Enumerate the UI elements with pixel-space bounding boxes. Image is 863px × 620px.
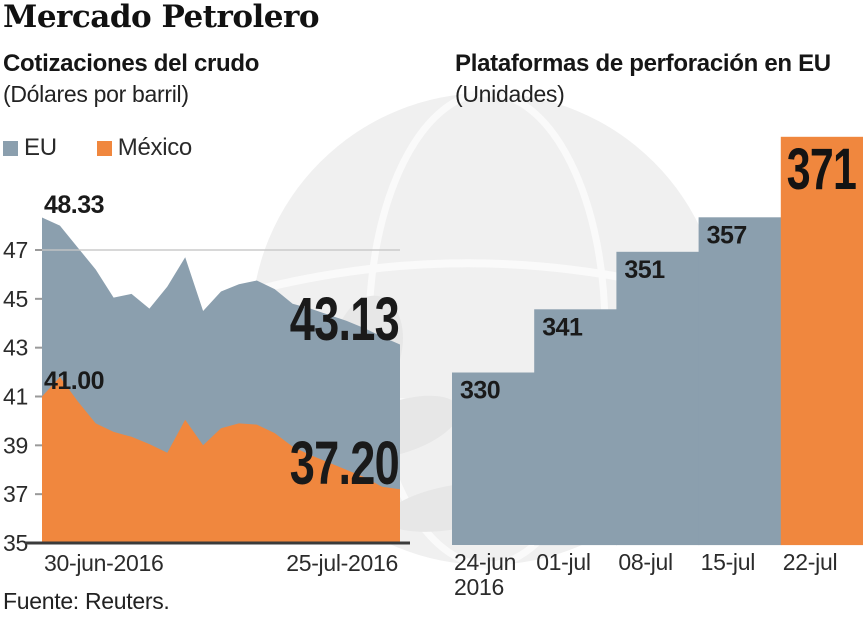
svg-text:41: 41 [3,383,28,409]
legend-label-eu: EU [24,134,57,161]
svg-text:08-jul: 08-jul [618,549,672,575]
mexico-color-swatch-icon [96,140,112,156]
svg-text:43.13: 43.13 [290,285,399,353]
legend-item-mexico: México [96,134,193,162]
svg-text:25-jul-2016: 25-jul-2016 [286,550,398,576]
rig-count-bar-chart: 330 341 351 357 371 24-jun 2016 01-jul 08-jul 15-… [452,136,863,600]
page-title: Mercado Petrolero [3,0,320,35]
svg-text:37.20: 37.20 [290,429,399,497]
legend: EU México [3,134,192,162]
svg-text:01-jul: 01-jul [536,549,590,575]
left-chart-title: Cotizaciones del crudo [3,50,260,77]
legend-label-mexico: México [117,134,193,161]
left-chart-header: Cotizaciones del crudo (Dólares por barr… [3,50,259,108]
right-chart-subtitle: (Unidades) [455,81,565,107]
eu-color-swatch-icon [3,140,18,156]
right-chart-title: Plataformas de perforación en EU [455,50,831,77]
svg-text:341: 341 [542,313,583,341]
crude-price-area-chart: 35 37 39 41 43 45 47 30-jun-2016 25-jul-2016 48.3… [3,191,410,576]
svg-text:330: 330 [460,377,500,405]
svg-text:371: 371 [787,136,856,201]
source-note: Fuente: Reuters. [3,588,170,614]
svg-text:37: 37 [3,481,28,507]
svg-text:351: 351 [624,256,665,284]
left-chart-subtitle: (Dólares por barril) [3,81,189,107]
svg-text:30-jun-2016: 30-jun-2016 [44,550,163,576]
svg-text:47: 47 [3,237,28,263]
svg-text:43: 43 [3,335,28,361]
svg-text:22-jul: 22-jul [783,549,837,575]
svg-text:15-jul: 15-jul [701,549,755,575]
svg-text:41.00: 41.00 [44,367,104,395]
svg-text:48.33: 48.33 [44,191,104,219]
svg-text:45: 45 [3,286,28,312]
svg-text:35: 35 [3,530,28,556]
right-chart-header: Plataformas de perforación en EU (Unidad… [455,50,831,108]
svg-text:39: 39 [3,432,28,458]
legend-item-eu: EU [3,134,57,162]
svg-text:357: 357 [707,221,747,249]
